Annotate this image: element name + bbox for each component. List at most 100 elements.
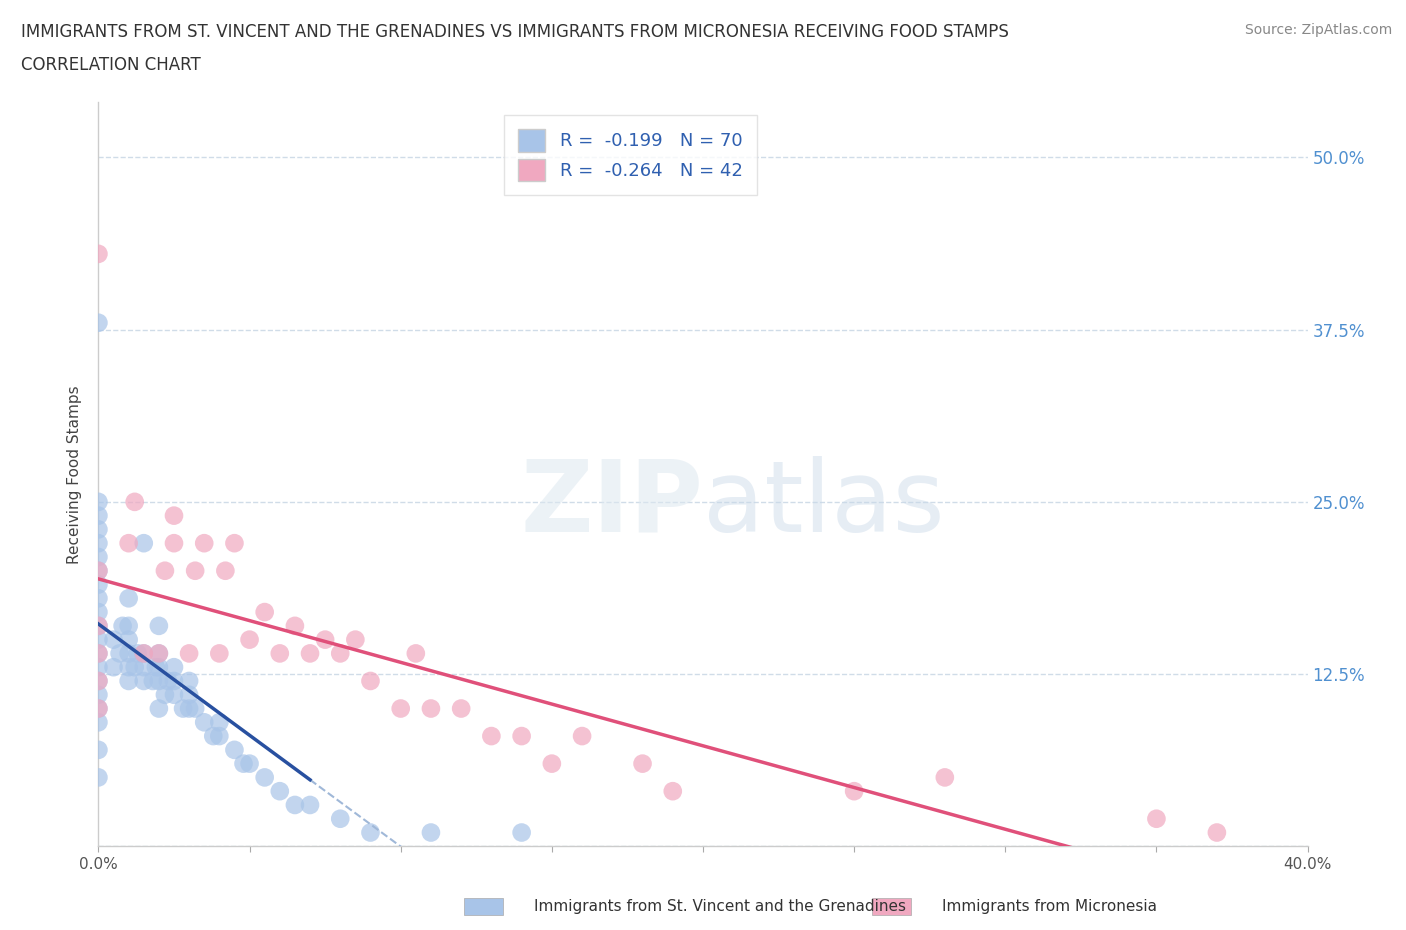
Point [631,756,654,771]
Point [118,591,141,605]
Point [87,591,110,605]
Point [87,742,110,757]
Point [163,536,186,551]
Point [87,687,110,702]
Point [420,701,443,716]
Point [179,646,201,661]
Point [314,632,336,647]
Point [87,495,110,510]
Point [132,646,155,661]
Point [87,564,110,578]
Point [934,770,956,785]
Point [87,701,110,716]
Point [299,646,322,661]
Point [481,728,503,743]
Point [124,659,146,674]
Point [87,618,110,633]
Point [156,673,179,688]
Y-axis label: Receiving Food Stamps: Receiving Food Stamps [67,385,83,564]
Point [118,673,141,688]
Point [118,536,141,551]
Point [163,687,186,702]
Point [87,673,110,688]
Text: ZIP: ZIP [520,456,703,552]
Point [132,659,155,674]
Point [344,632,367,647]
Point [284,618,307,633]
Point [132,673,155,688]
Point [1144,811,1167,826]
Point [153,687,176,702]
Point [214,564,236,578]
Point [148,659,170,674]
Point [87,659,110,674]
Point [510,825,533,840]
Point [389,701,412,716]
Point [360,825,382,840]
Point [87,578,110,592]
Point [87,673,110,688]
Point [87,246,110,261]
Point [540,756,562,771]
Point [284,798,307,813]
Point [87,618,110,633]
Point [269,646,291,661]
Point [202,728,225,743]
Point [172,701,194,716]
Point [87,646,110,661]
Point [184,564,207,578]
Point [148,646,170,661]
Text: Immigrants from St. Vincent and the Grenadines: Immigrants from St. Vincent and the Gren… [534,899,907,914]
Point [184,701,207,716]
Point [87,550,110,565]
Point [193,536,215,551]
Point [450,701,472,716]
Point [142,673,165,688]
Point [87,564,110,578]
Point [329,811,352,826]
Point [253,770,276,785]
Point [87,770,110,785]
Point [87,715,110,730]
Point [124,495,146,510]
Point [103,659,125,674]
Point [1206,825,1229,840]
Point [571,728,593,743]
Point [132,536,155,551]
Text: CORRELATION CHART: CORRELATION CHART [21,56,201,73]
Point [153,564,176,578]
Point [148,618,170,633]
Point [299,798,322,813]
Point [163,659,186,674]
Point [193,715,215,730]
Point [239,756,262,771]
Point [118,632,141,647]
Point [148,673,170,688]
Point [179,687,201,702]
Point [510,728,533,743]
Point [118,646,141,661]
Point [360,673,382,688]
Point [163,673,186,688]
Point [269,784,291,799]
Point [163,508,186,523]
Point [103,632,125,647]
Text: atlas: atlas [703,456,945,552]
Point [405,646,427,661]
Point [108,646,131,661]
Point [420,825,443,840]
Point [208,728,231,743]
Point [232,756,254,771]
Point [239,632,262,647]
Point [87,646,110,661]
Point [111,618,134,633]
Point [661,784,683,799]
Point [127,646,149,661]
Point [253,604,276,619]
Text: Source: ZipAtlas.com: Source: ZipAtlas.com [1244,23,1392,37]
Text: IMMIGRANTS FROM ST. VINCENT AND THE GRENADINES VS IMMIGRANTS FROM MICRONESIA REC: IMMIGRANTS FROM ST. VINCENT AND THE GREN… [21,23,1010,41]
Point [224,742,246,757]
Point [87,701,110,716]
Text: Immigrants from Micronesia: Immigrants from Micronesia [942,899,1157,914]
Point [224,536,246,551]
